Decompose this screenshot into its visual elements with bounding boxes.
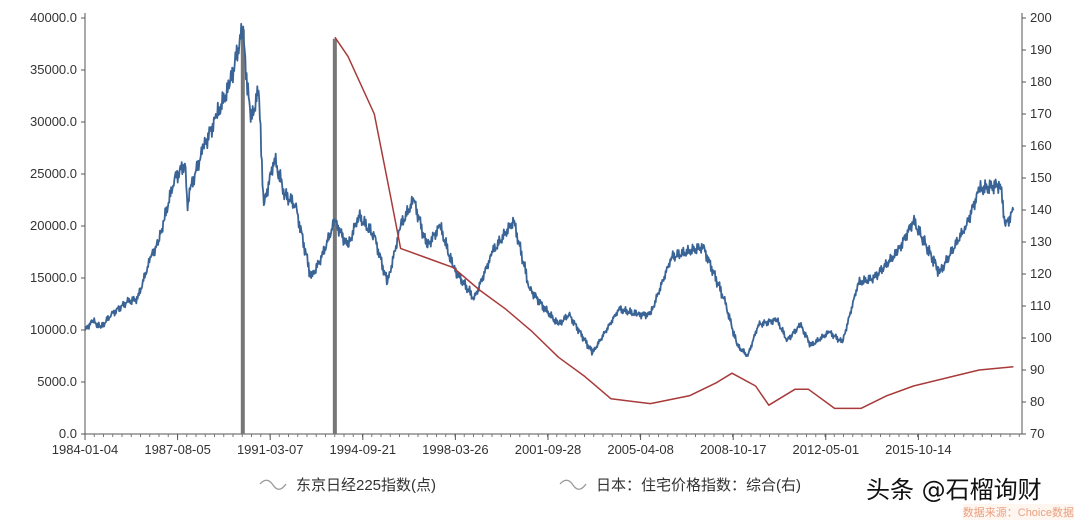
annotation-bar bbox=[240, 29, 245, 434]
y-right-tick-label: 170 bbox=[1030, 106, 1052, 121]
y-right-tick-label: 140 bbox=[1030, 202, 1052, 217]
x-tick-label: 2001-09-28 bbox=[515, 442, 582, 457]
y-right-tick-label: 190 bbox=[1030, 42, 1052, 57]
y-left-tick-label: 25000.0 bbox=[30, 166, 77, 181]
source-note: 数据来源：Choice数据 bbox=[962, 504, 1074, 520]
x-tick-label: 1987-08-05 bbox=[144, 442, 211, 457]
x-tick-label: 2008-10-17 bbox=[700, 442, 767, 457]
y-right-tick-label: 180 bbox=[1030, 74, 1052, 89]
y-left-tick-label: 0.0 bbox=[59, 426, 77, 441]
y-right-tick-label: 110 bbox=[1030, 298, 1051, 313]
y-right-tick-label: 150 bbox=[1030, 170, 1052, 185]
legend-item-nikkei[interactable]: 东京日经225指数(点) bbox=[258, 474, 436, 495]
y-right-tick-label: 200 bbox=[1030, 10, 1052, 25]
x-tick-label: 2015-10-14 bbox=[885, 442, 952, 457]
series-line-1 bbox=[334, 36, 1014, 410]
x-tick-label: 2012-05-01 bbox=[793, 442, 860, 457]
annotation-bar bbox=[332, 38, 337, 435]
y-left-tick-label: 35000.0 bbox=[30, 62, 77, 77]
legend-label: 日本：住宅价格指数：综合(右) bbox=[596, 477, 801, 494]
series-line-0 bbox=[84, 22, 1015, 357]
y-right-tick-label: 70 bbox=[1030, 426, 1044, 441]
y-left-tick-label: 5000.0 bbox=[37, 374, 77, 389]
legend-label: 东京日经225指数(点) bbox=[296, 477, 437, 494]
y-right-tick-label: 130 bbox=[1030, 234, 1052, 249]
x-tick-label: 1994-09-21 bbox=[330, 442, 397, 457]
y-left-tick-label: 20000.0 bbox=[30, 218, 77, 233]
y-right-tick-label: 160 bbox=[1030, 138, 1052, 153]
y-left-tick-label: 40000.0 bbox=[30, 10, 77, 25]
y-left-tick-label: 30000.0 bbox=[30, 114, 77, 129]
legend-line-icon bbox=[259, 479, 287, 490]
x-tick-label: 1998-03-26 bbox=[422, 442, 489, 457]
legend-line-icon bbox=[559, 479, 587, 490]
legend-item-housing[interactable]: 日本：住宅价格指数：综合(右) bbox=[558, 474, 801, 495]
x-tick-label: 1991-03-07 bbox=[237, 442, 304, 457]
x-tick-label: 1984-01-04 bbox=[52, 442, 119, 457]
y-right-tick-label: 100 bbox=[1030, 330, 1052, 345]
y-right-tick-label: 80 bbox=[1030, 394, 1044, 409]
y-right-tick-label: 120 bbox=[1030, 266, 1052, 281]
chart: 0.0 5000.0 10000.0 15000.0 20000.0 25000.0 300… bbox=[30, 10, 1052, 457]
watermark: 头条 @石榴询财 bbox=[866, 476, 1042, 504]
y-right-tick-label: 90 bbox=[1030, 362, 1044, 377]
y-left-tick-label: 15000.0 bbox=[30, 270, 77, 285]
y-left-tick-label: 10000.0 bbox=[30, 322, 77, 337]
x-tick-label: 2005-04-08 bbox=[607, 442, 674, 457]
